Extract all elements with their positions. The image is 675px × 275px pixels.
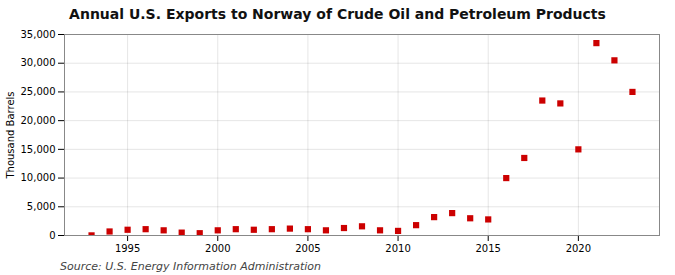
svg-text:25,000: 25,000 [21,86,56,97]
svg-text:2000: 2000 [205,243,230,254]
svg-text:10,000: 10,000 [21,172,56,183]
html-text:Annual U.S. Exports to Norway: Annual U.S. Exports to Norway of Crude O… [69,6,606,22]
svg-text:Thousand Barrels: Thousand Barrels [5,91,16,179]
svg-text:2020: 2020 [566,243,591,254]
svg-text:5,000: 5,000 [27,201,56,212]
svg-text:35,000: 35,000 [21,29,56,40]
html-text:Source: U.S. Energy Informatio: Source: U.S. Energy Information Administ… [60,260,321,273]
svg-text:1995: 1995 [115,243,140,254]
svg-text:0: 0 [49,230,55,241]
svg-text:20,000: 20,000 [21,115,56,126]
svg-text:2015: 2015 [475,243,500,254]
svg-text:30,000: 30,000 [21,57,56,68]
svg-text:2010: 2010 [385,243,410,254]
svg-text:15,000: 15,000 [21,144,56,155]
svg-text:2005: 2005 [295,243,320,254]
